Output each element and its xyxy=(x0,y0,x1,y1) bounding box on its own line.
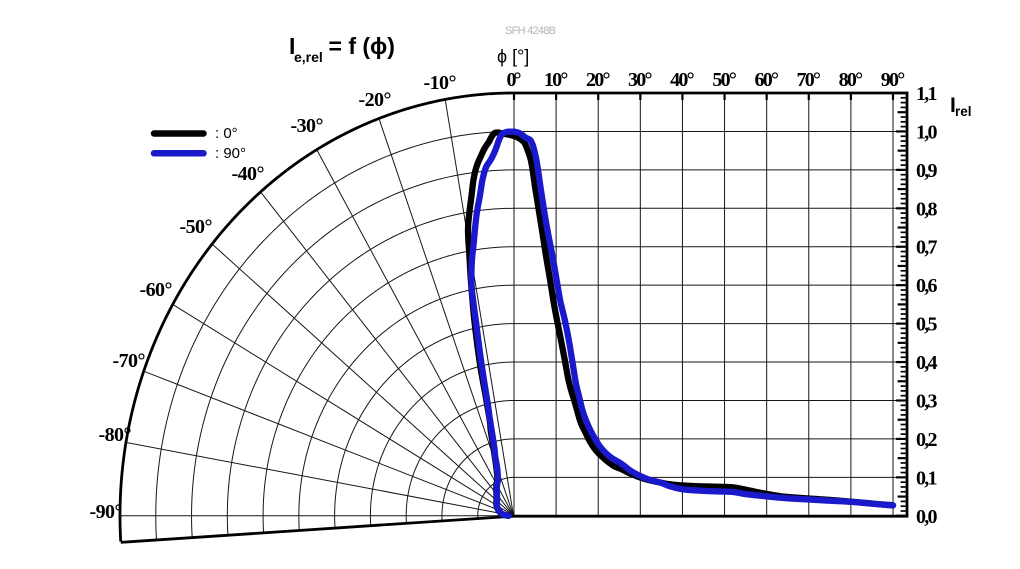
svg-text:I: I xyxy=(950,94,956,117)
svg-text:30°: 30° xyxy=(628,69,653,91)
svg-text:60°: 60° xyxy=(754,69,779,91)
svg-text:20°: 20° xyxy=(586,69,611,91)
svg-text:70°: 70° xyxy=(797,69,822,91)
svg-text:1,1: 1,1 xyxy=(916,83,938,105)
svg-text:rel: rel xyxy=(955,104,972,119)
svg-text:0°: 0° xyxy=(507,69,522,91)
svg-text:80°: 80° xyxy=(839,69,864,91)
svg-text:0,6: 0,6 xyxy=(916,275,938,297)
svg-text:0,4: 0,4 xyxy=(916,352,938,374)
svg-text:1,0: 1,0 xyxy=(916,121,938,143)
svg-text:0,1: 0,1 xyxy=(916,467,938,489)
svg-text:0,8: 0,8 xyxy=(916,198,938,220)
svg-text:40°: 40° xyxy=(670,69,695,91)
svg-text:0,3: 0,3 xyxy=(916,391,938,413)
svg-text:10°: 10° xyxy=(544,69,569,91)
svg-text:0,5: 0,5 xyxy=(916,314,938,336)
svg-text:0,2: 0,2 xyxy=(916,429,938,451)
svg-text:-40°: -40° xyxy=(232,163,265,185)
svg-text:= f (ϕ): = f (ϕ) xyxy=(329,33,395,59)
svg-text:: 90°: : 90° xyxy=(215,145,246,162)
svg-text:-80°: -80° xyxy=(99,424,132,446)
svg-text:-60°: -60° xyxy=(140,279,173,301)
svg-text:: 0°: : 0° xyxy=(215,125,238,142)
svg-text:SFH 4248B: SFH 4248B xyxy=(505,25,556,37)
svg-text:50°: 50° xyxy=(712,69,737,91)
svg-text:-20°: -20° xyxy=(359,89,392,111)
svg-text:-30°: -30° xyxy=(291,115,324,137)
svg-text:0,0: 0,0 xyxy=(916,506,938,528)
svg-text:0,9: 0,9 xyxy=(916,160,938,182)
svg-text:ϕ [°]: ϕ [°] xyxy=(497,47,529,67)
svg-text:-10°: -10° xyxy=(424,72,457,94)
svg-text:0,7: 0,7 xyxy=(916,237,938,259)
svg-text:e,rel: e,rel xyxy=(294,49,323,65)
svg-text:I: I xyxy=(289,33,295,59)
svg-text:-70°: -70° xyxy=(113,350,146,372)
svg-text:-90°: -90° xyxy=(90,501,123,523)
svg-text:-50°: -50° xyxy=(180,216,213,238)
svg-text:90°: 90° xyxy=(881,69,906,91)
